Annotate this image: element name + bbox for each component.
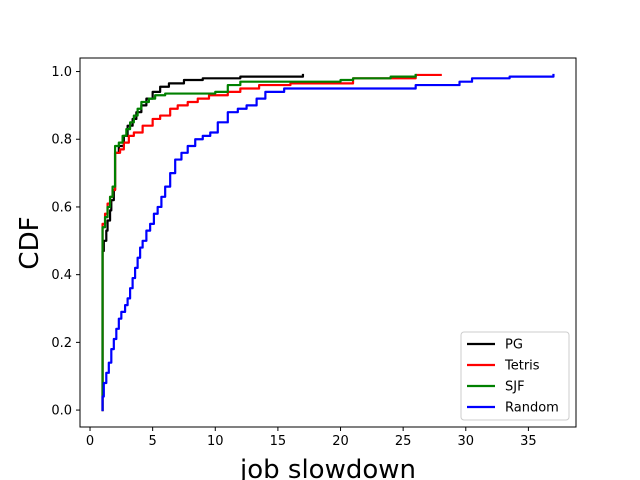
x-tick-label: 35 <box>520 434 537 449</box>
x-tick-label: 5 <box>149 434 157 449</box>
legend-frame <box>460 331 570 421</box>
y-axis-title: CDF <box>15 216 45 269</box>
y-tick-label: 0.0 <box>51 404 72 419</box>
x-axis: 0 5 10 15 20 25 30 35 <box>86 427 537 449</box>
y-tick-label: 0.6 <box>51 200 72 215</box>
axes-frame <box>79 57 577 428</box>
x-tick-label: 20 <box>332 434 349 449</box>
legend-label-pg: PG <box>505 338 523 353</box>
x-axis-title: job slowdown <box>239 455 416 480</box>
x-tick-label: 10 <box>207 434 224 449</box>
series-line-sjf <box>101 73 417 412</box>
x-tick-label: 30 <box>458 434 475 449</box>
x-tick-label: 15 <box>270 434 287 449</box>
legend-label-sjf: SJF <box>505 380 525 395</box>
legend-label-tetris: Tetris <box>504 359 540 374</box>
y-tick-label: 0.8 <box>51 133 72 148</box>
y-tick-label: 0.2 <box>51 336 72 351</box>
y-axis: 0.0 0.2 0.4 0.6 0.8 1.0 <box>51 65 80 419</box>
x-tick-label: 0 <box>86 434 94 449</box>
y-tick-label: 0.4 <box>51 268 72 283</box>
legend-label-random: Random <box>505 401 559 416</box>
legend-entries: PG Tetris SJF Random <box>467 338 559 416</box>
y-tick-label: 1.0 <box>51 65 72 80</box>
legend: PG Tetris SJF Random <box>460 331 570 421</box>
series-line-random <box>101 73 555 412</box>
x-tick-label: 25 <box>395 434 412 449</box>
series-layer <box>101 73 555 412</box>
